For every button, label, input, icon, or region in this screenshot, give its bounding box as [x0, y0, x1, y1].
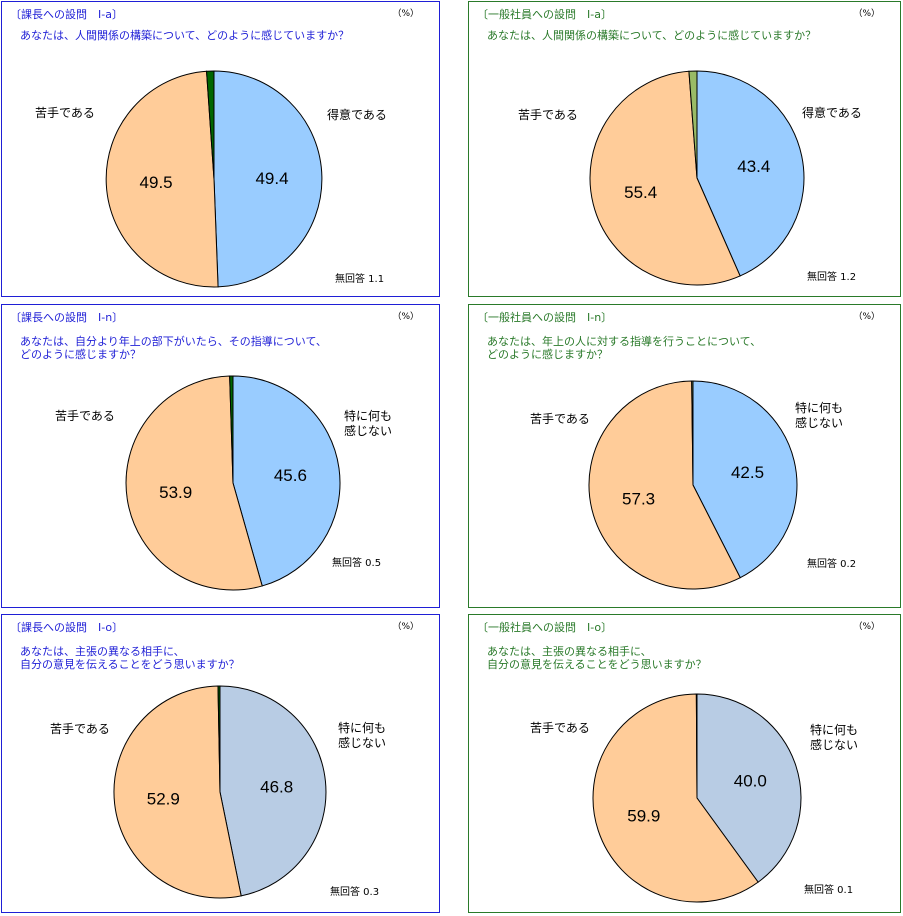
chart-panel-employee-n: 42.5 57.3 〔一般社員への設問 Ⅰ-n〕 （%） あなたは、年上の人に対す… [468, 304, 901, 608]
category-label-positive: 特に何も 感じない [810, 723, 859, 752]
panel-header: 〔一般社員への設問 Ⅰ-o〕 [477, 621, 613, 634]
pie-slice-0 [696, 693, 802, 883]
panel-header: 〔課長への設問 Ⅰ-n〕 [10, 311, 124, 324]
pie-slice-0 [219, 685, 327, 897]
no-answer-label: 無回答 1.2 [807, 272, 857, 283]
question-title: あなたは、主張の異なる相手に、 自分の意見を伝えることをどう思いますか？ [487, 645, 707, 671]
slice-value-label: 59.9 [627, 807, 660, 826]
pie-slice-0 [232, 375, 341, 587]
pie-chart-manager-o: 46.8 52.9 [113, 685, 327, 899]
slice-value-label: 43.4 [737, 157, 770, 176]
category-label-positive: 得意である [327, 108, 387, 122]
category-label-positive: 特に何も 感じない [338, 721, 387, 750]
unit-label: （%） [853, 312, 880, 322]
panel-header: 〔一般社員への設問 Ⅰ-n〕 [477, 311, 613, 324]
chart-panel-manager-o: 46.8 52.9 〔課長への設問 Ⅰ-o〕 （%） あなたは、主張の異なる相手に… [1, 614, 440, 913]
pie-chart-manager-a: 49.4 49.5 [105, 70, 323, 288]
pie-slice-2 [229, 375, 234, 484]
pie-slice-0 [692, 380, 798, 579]
slice-value-label: 57.3 [622, 489, 655, 508]
pie-chart-employee-a: 43.4 55.4 [589, 70, 805, 286]
no-answer-label: 無回答 0.2 [807, 559, 857, 570]
slice-value-label: 53.9 [159, 483, 192, 502]
category-label-negative: 苦手である [50, 722, 110, 736]
pie-slice-1 [125, 375, 263, 591]
pie-slice-1 [113, 685, 242, 899]
chart-panel-manager-a: 49.4 49.5 〔課長への設問 Ⅰ-a〕 （%） あなたは、人間関係の構築につ… [1, 1, 440, 297]
pie-slice-2 [206, 70, 215, 180]
category-label-positive: 特に何も 感じない [795, 401, 844, 430]
panel-header: 〔課長への設問 Ⅰ-o〕 [10, 621, 124, 634]
no-answer-label: 無回答 0.3 [330, 887, 380, 898]
slice-value-label: 52.9 [147, 789, 180, 808]
category-label-positive: 特に何も 感じない [344, 409, 393, 438]
chart-panel-employee-a: 43.4 55.4 〔一般社員への設問 Ⅰ-a〕 （%） あなたは、人間関係の構築… [468, 1, 901, 297]
unit-label: （%） [392, 622, 419, 632]
chart-panel-manager-n: 45.6 53.9 〔課長への設問 Ⅰ-n〕 （%） あなたは、自分より年上の部下… [1, 304, 440, 608]
pie-slice-1 [592, 693, 759, 903]
pie-slice-1 [589, 70, 741, 286]
pie-slice-2 [695, 693, 698, 799]
unit-label: （%） [392, 312, 419, 322]
category-label-negative: 苦手である [35, 106, 95, 120]
pie-slice-0 [696, 70, 805, 277]
slice-value-label: 40.0 [734, 772, 767, 791]
category-label-positive: 得意である [802, 106, 862, 120]
pie-slice-0 [213, 70, 323, 288]
no-answer-label: 無回答 1.1 [335, 274, 385, 285]
unit-label: （%） [853, 622, 880, 632]
pie-slice-1 [588, 380, 741, 590]
panel-header: 〔一般社員への設問 Ⅰ-a〕 [477, 8, 612, 21]
pie-chart-manager-n: 45.6 53.9 [125, 375, 341, 591]
unit-label: （%） [392, 9, 419, 19]
question-title: あなたは、人間関係の構築について、どのように感じていますか？ [20, 29, 350, 42]
category-label-negative: 苦手である [530, 721, 590, 735]
slice-value-label: 49.4 [255, 169, 288, 188]
category-label-negative: 苦手である [55, 409, 115, 423]
question-title: あなたは、人間関係の構築について、どのように感じていますか？ [487, 29, 817, 42]
question-title: あなたは、自分より年上の部下がいたら、その指導について、 どのように感じますか？ [20, 335, 327, 361]
no-answer-label: 無回答 0.5 [332, 558, 382, 569]
question-title: あなたは、主張の異なる相手に、 自分の意見を伝えることをどう思いますか？ [20, 645, 240, 671]
slice-value-label: 46.8 [260, 777, 293, 796]
no-answer-label: 無回答 0.1 [804, 885, 854, 896]
slice-value-label: 42.5 [731, 463, 764, 482]
pie-chart-employee-n: 42.5 57.3 [588, 380, 798, 590]
pie-slice-1 [105, 70, 219, 288]
pie-chart-employee-o: 40.0 59.9 [592, 693, 802, 903]
unit-label: （%） [853, 9, 880, 19]
slice-value-label: 55.4 [624, 183, 657, 202]
category-label-negative: 苦手である [530, 412, 590, 426]
question-title: あなたは、年上の人に対する指導を行うことについて、 どのように感じますか？ [487, 335, 762, 361]
pie-slice-2 [688, 70, 698, 179]
slice-value-label: 45.6 [274, 466, 307, 485]
chart-panel-employee-o: 40.0 59.9 〔一般社員への設問 Ⅰ-o〕 （%） あなたは、主張の異なる相… [468, 614, 901, 913]
pie-slice-2 [217, 685, 221, 793]
pie-slice-2 [691, 380, 694, 486]
category-label-negative: 苦手である [518, 108, 578, 122]
panel-header: 〔課長への設問 Ⅰ-a〕 [10, 8, 123, 21]
slice-value-label: 49.5 [140, 173, 173, 192]
